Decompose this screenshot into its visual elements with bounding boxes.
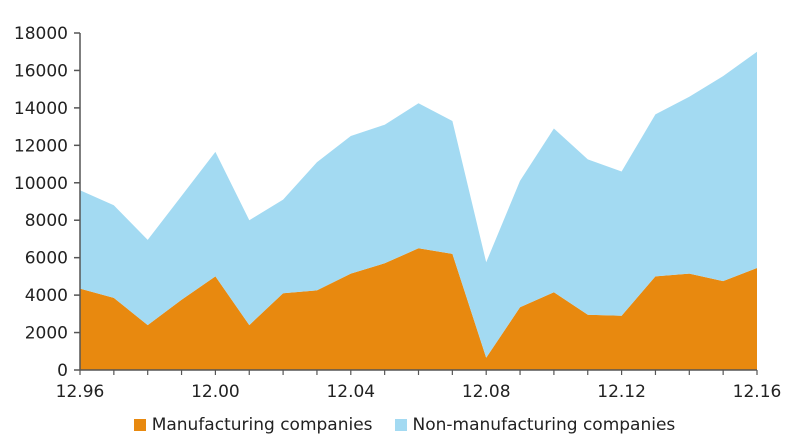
y-tick-label: 8000 [25,211,68,231]
legend-label-manufacturing: Manufacturing companies [151,415,373,435]
stacked-area-chart: 0 2000 4000 6000 8000 10000 12000 14000 16000 180… [14,24,782,402]
x-tick-label: 12.08 [462,382,511,402]
legend-swatch-non-manufacturing [394,419,407,431]
y-tick-label: 10000 [14,174,68,194]
area-layer [80,51,757,370]
area-series-non-manufacturing [80,51,757,358]
legend: Manufacturing companies Non-manufacturin… [0,410,809,440]
y-tick-label: 4000 [25,286,68,306]
x-tick-label: 12.00 [191,382,240,402]
y-tick-label: 6000 [25,249,68,269]
y-tick-label: 14000 [14,99,68,119]
y-tick-label: 16000 [14,61,68,81]
y-tick-label: 2000 [25,324,68,344]
y-tick-group: 0 2000 4000 6000 8000 10000 12000 14000 16000 180… [14,24,80,381]
x-tick-label: 12.96 [56,382,105,402]
x-tick-label: 12.04 [326,382,375,402]
y-tick-label: 12000 [14,136,68,156]
area-series-manufacturing [80,248,757,370]
x-tick-label: 12.16 [733,382,782,402]
y-tick-label: 0 [57,361,68,381]
y-tick-label: 18000 [14,24,68,44]
x-tick-label: 12.12 [597,382,646,402]
legend-swatch-manufacturing [133,419,146,431]
legend-label-non-manufacturing: Non-manufacturing companies [412,415,676,435]
legend-item-non-manufacturing: Non-manufacturing companies [394,415,676,435]
legend-item-manufacturing: Manufacturing companies [133,415,373,435]
x-tick-group: 12.96 12.00 12.04 12.08 12.12 12.16 [56,370,782,402]
